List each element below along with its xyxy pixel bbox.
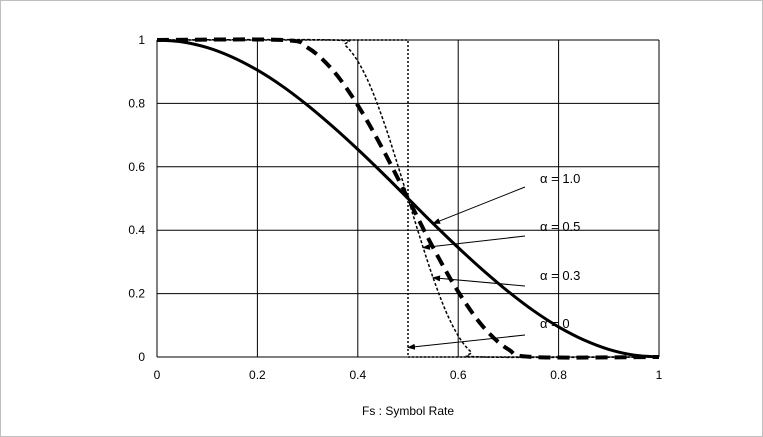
- x-tick-label-4: 0.8: [550, 368, 567, 382]
- y-tick-label-5: 1: [138, 33, 145, 47]
- annotation-arrow-1: [422, 235, 526, 250]
- y-tick-label-4: 0.8: [128, 96, 145, 110]
- y-tick-label-3: 0.6: [128, 160, 145, 174]
- x-axis-title: Fs : Symbol Rate: [362, 404, 454, 418]
- y-tick-label-0: 0: [138, 350, 145, 364]
- annotation-label-1: α = 0.5: [540, 219, 580, 234]
- annotation-arrow-3: [407, 334, 526, 350]
- annotation-label-3: α = 0: [540, 316, 570, 331]
- series-lines: [156, 37, 660, 360]
- series-line-alpha-0-5: [156, 37, 660, 360]
- x-tick-label-2: 0.4: [349, 368, 366, 382]
- x-tick-label-1: 0.2: [249, 368, 266, 382]
- annotation-arrow-2: [432, 275, 526, 287]
- annotation-arrow-0: [432, 186, 526, 225]
- y-tick-label-1: 0.2: [128, 287, 145, 301]
- y-tick-label-2: 0.4: [128, 223, 145, 237]
- annotation-label-2: α = 0.3: [540, 268, 580, 283]
- x-tick-label-0: 0: [154, 368, 161, 382]
- series-line-alpha-0: [157, 39, 659, 358]
- x-tick-label-5: 1: [656, 368, 663, 382]
- annotations: α = 1.0 α = 0.5 α = 0.3 α = 0: [407, 171, 580, 350]
- tick-labels: 0 0.2 0.4 0.6 0.8 1 0 0.2 0.4 0.6 0.8 1: [128, 33, 662, 382]
- x-tick-label-3: 0.6: [450, 368, 467, 382]
- annotation-label-0: α = 1.0: [540, 171, 580, 186]
